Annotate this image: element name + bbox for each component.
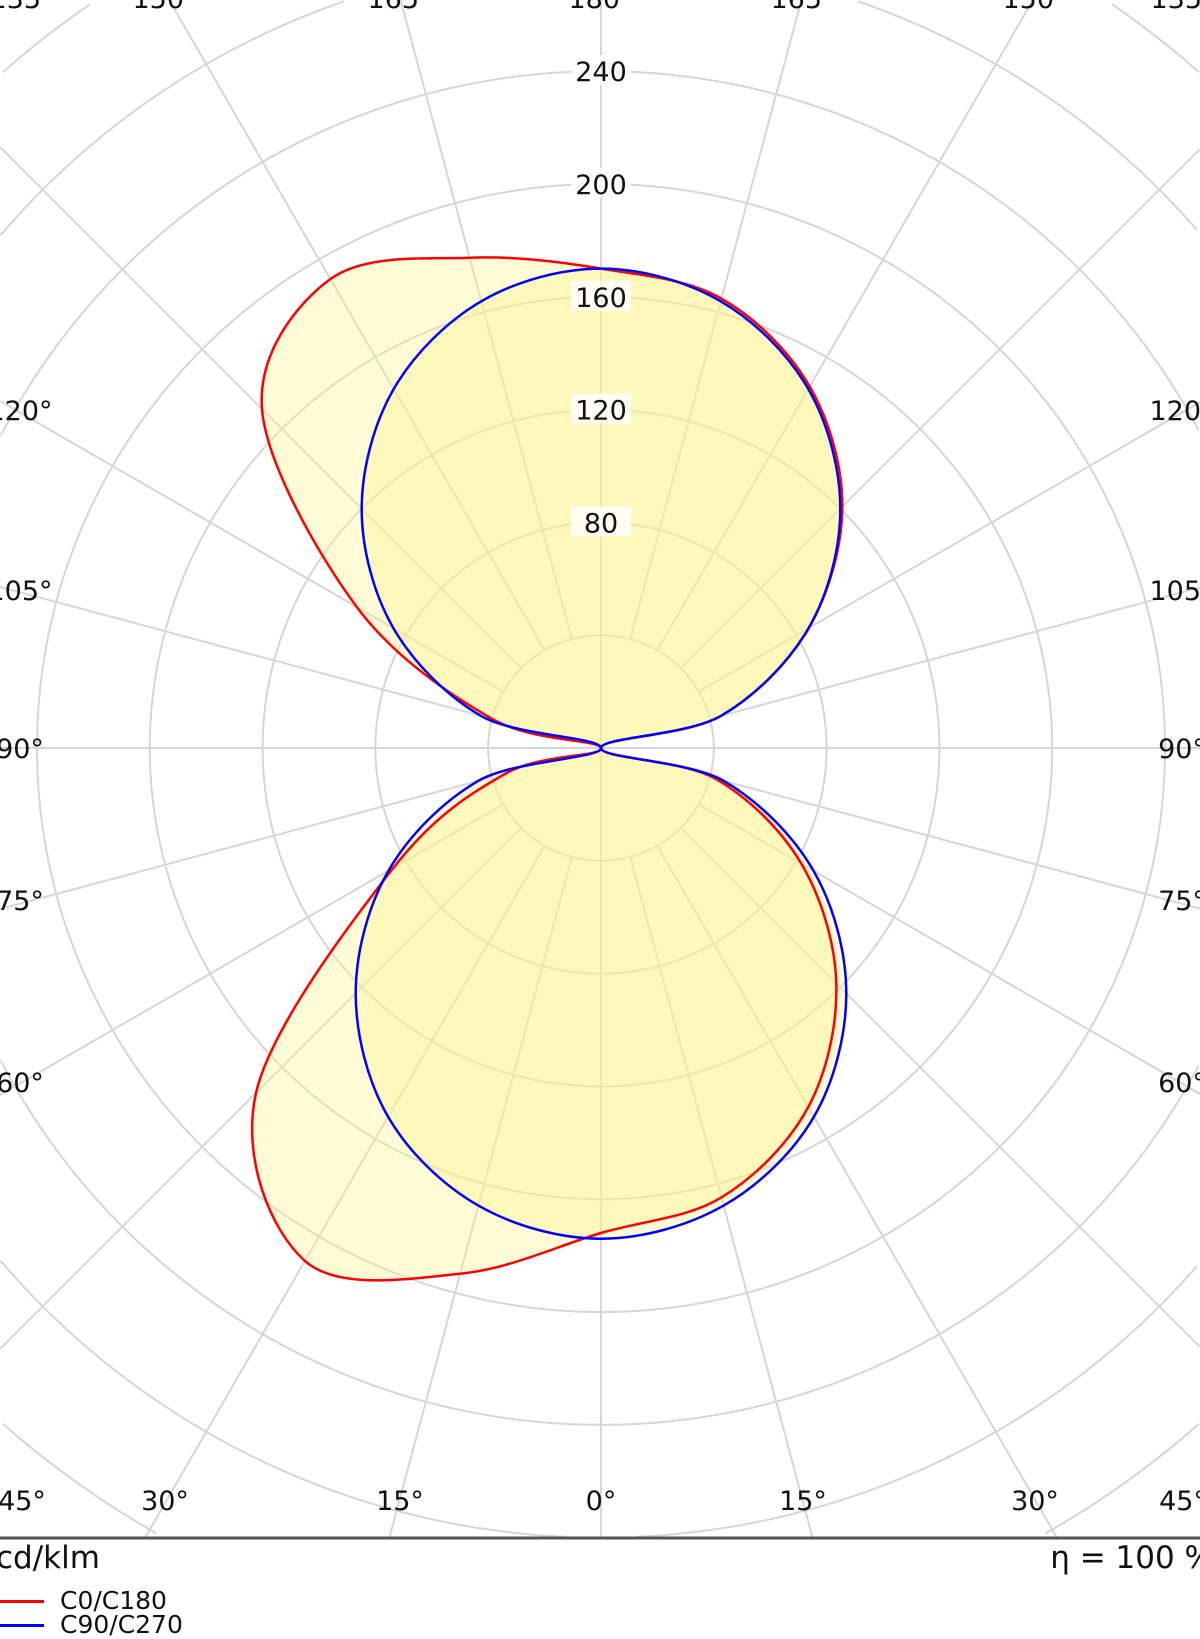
series-line-c0-c180 — [251, 256, 844, 1282]
grid-spoke — [0, 776, 493, 911]
radial-tick-label: 240 — [575, 57, 627, 88]
grid-spoke — [698, 401, 1200, 693]
legend-item-c0-c180: C0/C180 — [0, 1586, 167, 1615]
grid-spoke — [388, 856, 573, 1537]
grid-spoke — [698, 803, 1200, 1095]
fills — [252, 257, 847, 1281]
angle-label: 90° — [1158, 734, 1200, 765]
efficiency-label: η = 100 % — [1050, 1540, 1200, 1576]
series-line-c90-c270 — [354, 267, 848, 1240]
tick-label-bg — [571, 55, 631, 86]
legend-label: C0/C180 — [60, 1586, 167, 1615]
radial-tick-label: 160 — [575, 283, 627, 314]
legend-label: C90/C270 — [60, 1610, 183, 1639]
tick-label-bg — [571, 280, 631, 311]
angle-label: 30° — [141, 1486, 189, 1517]
angle-label: 15° — [376, 1486, 424, 1517]
tick-label-bg — [571, 168, 631, 198]
legend-swatch — [0, 1599, 44, 1603]
radial-tick-label: 80 — [584, 508, 618, 539]
tick-label-bg — [571, 393, 631, 424]
grid-spoke — [709, 776, 1200, 910]
grid-spoke — [0, 585, 493, 720]
angle-label: 45° — [0, 1486, 46, 1517]
grid-spoke — [680, 827, 1200, 1348]
angle-label: 15° — [779, 1486, 827, 1517]
angle-label: 165° — [770, 0, 835, 15]
angle-label: 75° — [0, 886, 44, 917]
angle-label: 135° — [1150, 0, 1200, 15]
legend-swatch — [0, 1623, 44, 1627]
grid-spoke — [0, 146, 522, 669]
grid-ring — [0, 70, 1200, 1426]
angle-label: 105° — [1149, 576, 1200, 607]
grid-spoke — [399, 0, 573, 640]
angle-label: 135° — [0, 0, 55, 15]
angle-label: 60° — [1158, 1068, 1200, 1099]
angle-label: 150° — [132, 0, 197, 15]
grid-spoke — [656, 845, 1058, 1537]
grid-ring — [2, 3, 1200, 1535]
angle-label: 150° — [1002, 0, 1067, 15]
angle-label: 120° — [0, 396, 53, 427]
grid-spoke — [680, 148, 1200, 669]
angle-label: 120° — [1149, 396, 1200, 427]
angle-label: 30° — [1011, 1486, 1059, 1517]
angle-label: 165° — [367, 0, 432, 15]
series-fill-0 — [252, 257, 843, 1281]
angle-label: 90° — [0, 734, 44, 765]
angle-label: 75° — [1158, 886, 1200, 917]
grid-spoke — [144, 845, 546, 1537]
grid-ring — [0, 0, 1198, 1537]
tick-label-bg — [571, 506, 631, 537]
grid-spoke — [0, 827, 522, 1350]
grid-spoke — [656, 0, 1034, 651]
angle-label: 0° — [586, 1486, 617, 1517]
angle-label: 60° — [0, 1068, 44, 1099]
grid-spoke — [0, 400, 504, 693]
angle-label: 180° — [568, 0, 633, 15]
series-lines — [251, 256, 848, 1282]
unit-label: cd/klm — [0, 1540, 100, 1576]
legend-item-c90-c270: C90/C270 — [0, 1610, 183, 1639]
grid-spoke — [629, 0, 803, 640]
series-fill-1 — [355, 268, 847, 1239]
radial-tick-label: 200 — [575, 170, 627, 201]
labels: 80 120 160 200 240 45° 30° 15° 0° 15° 30° 45° 135° 15… — [0, 0, 1200, 1517]
grid-spoke — [168, 0, 546, 651]
radial-tick-label: 120 — [575, 396, 627, 427]
grid-spoke — [0, 803, 504, 1096]
grid-spoke — [709, 586, 1200, 720]
angle-label: 105° — [0, 576, 53, 607]
angle-label: 45° — [1159, 1486, 1200, 1517]
